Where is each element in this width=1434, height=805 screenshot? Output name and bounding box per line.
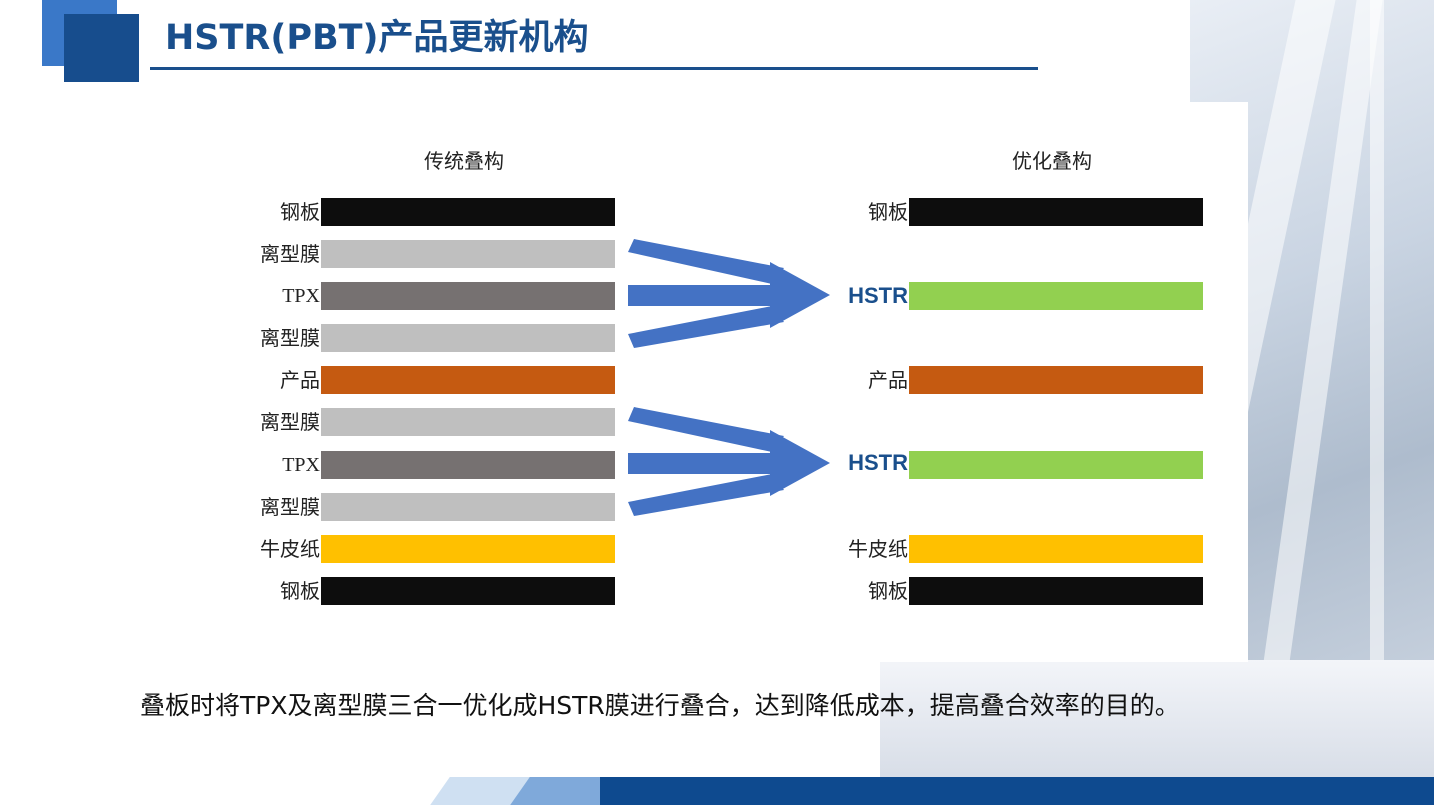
merge-arrow-top: [628, 239, 830, 348]
merge-arrow-top-head: [770, 262, 830, 328]
opt-layer-label: 产品: [868, 368, 908, 392]
footer-bar: [600, 777, 1434, 805]
opt-layer-bar: [909, 535, 1203, 563]
trad-layer-bar: [321, 451, 615, 479]
trad-layer-label: 离型膜: [260, 242, 320, 266]
opt-layer-bar: [909, 198, 1203, 226]
merge-arrow-bottom-lower-prong: [628, 474, 784, 516]
merge-arrow-bottom-shaft: [628, 453, 770, 474]
trad-layer-label: 产品: [280, 368, 320, 392]
title-decoration-square-dark: [64, 14, 139, 82]
opt-layer-label-hstr: HSTR: [848, 283, 908, 308]
summary-caption: 叠板时将TPX及离型膜三合一优化成HSTR膜进行叠合，达到降低成本，提高叠合效率…: [140, 691, 1180, 720]
trad-layer-label: 离型膜: [260, 410, 320, 434]
opt-layer-bar: [909, 577, 1203, 605]
trad-layer-bar: [321, 366, 615, 394]
merge-arrow-bottom-head: [770, 430, 830, 496]
opt-layer-label: 钢板: [868, 579, 908, 603]
opt-layer-label: 钢板: [868, 200, 908, 224]
optimized-stack-heading: 优化叠构: [1012, 149, 1092, 173]
merge-arrow-bottom-upper-prong: [628, 407, 784, 452]
page-title: HSTR(PBT)产品更新机构: [165, 18, 589, 58]
trad-layer-bar: [321, 240, 615, 268]
opt-layer-label-hstr: HSTR: [848, 450, 908, 475]
traditional-stack-heading: 传统叠构: [424, 149, 504, 173]
trad-layer-label: 钢板: [280, 200, 320, 224]
trad-layer-bar: [321, 535, 615, 563]
trad-layer-bar: [321, 577, 615, 605]
merge-arrow-top-upper-prong: [628, 239, 784, 284]
opt-layer-bar: [909, 282, 1203, 310]
trad-layer-bar: [321, 282, 615, 310]
trad-layer-label: 钢板: [280, 579, 320, 603]
trad-layer-label: 离型膜: [260, 326, 320, 350]
merge-arrow-top-shaft: [628, 285, 770, 306]
trad-layer-bar: [321, 324, 615, 352]
trad-layer-bar: [321, 493, 615, 521]
merge-arrow-bottom: [628, 407, 830, 516]
title-underline: [150, 67, 1038, 70]
opt-layer-bar: [909, 366, 1203, 394]
trad-layer-bar: [321, 198, 615, 226]
trad-layer-label: 牛皮纸: [260, 537, 320, 561]
opt-layer-label: 牛皮纸: [848, 537, 908, 561]
merge-arrow-top-lower-prong: [628, 306, 784, 348]
trad-layer-label: 离型膜: [260, 495, 320, 519]
trad-layer-label: TPX: [282, 285, 320, 307]
trad-layer-label: TPX: [282, 454, 320, 476]
trad-layer-bar: [321, 408, 615, 436]
opt-layer-bar: [909, 451, 1203, 479]
background-city-image: [880, 660, 1434, 780]
